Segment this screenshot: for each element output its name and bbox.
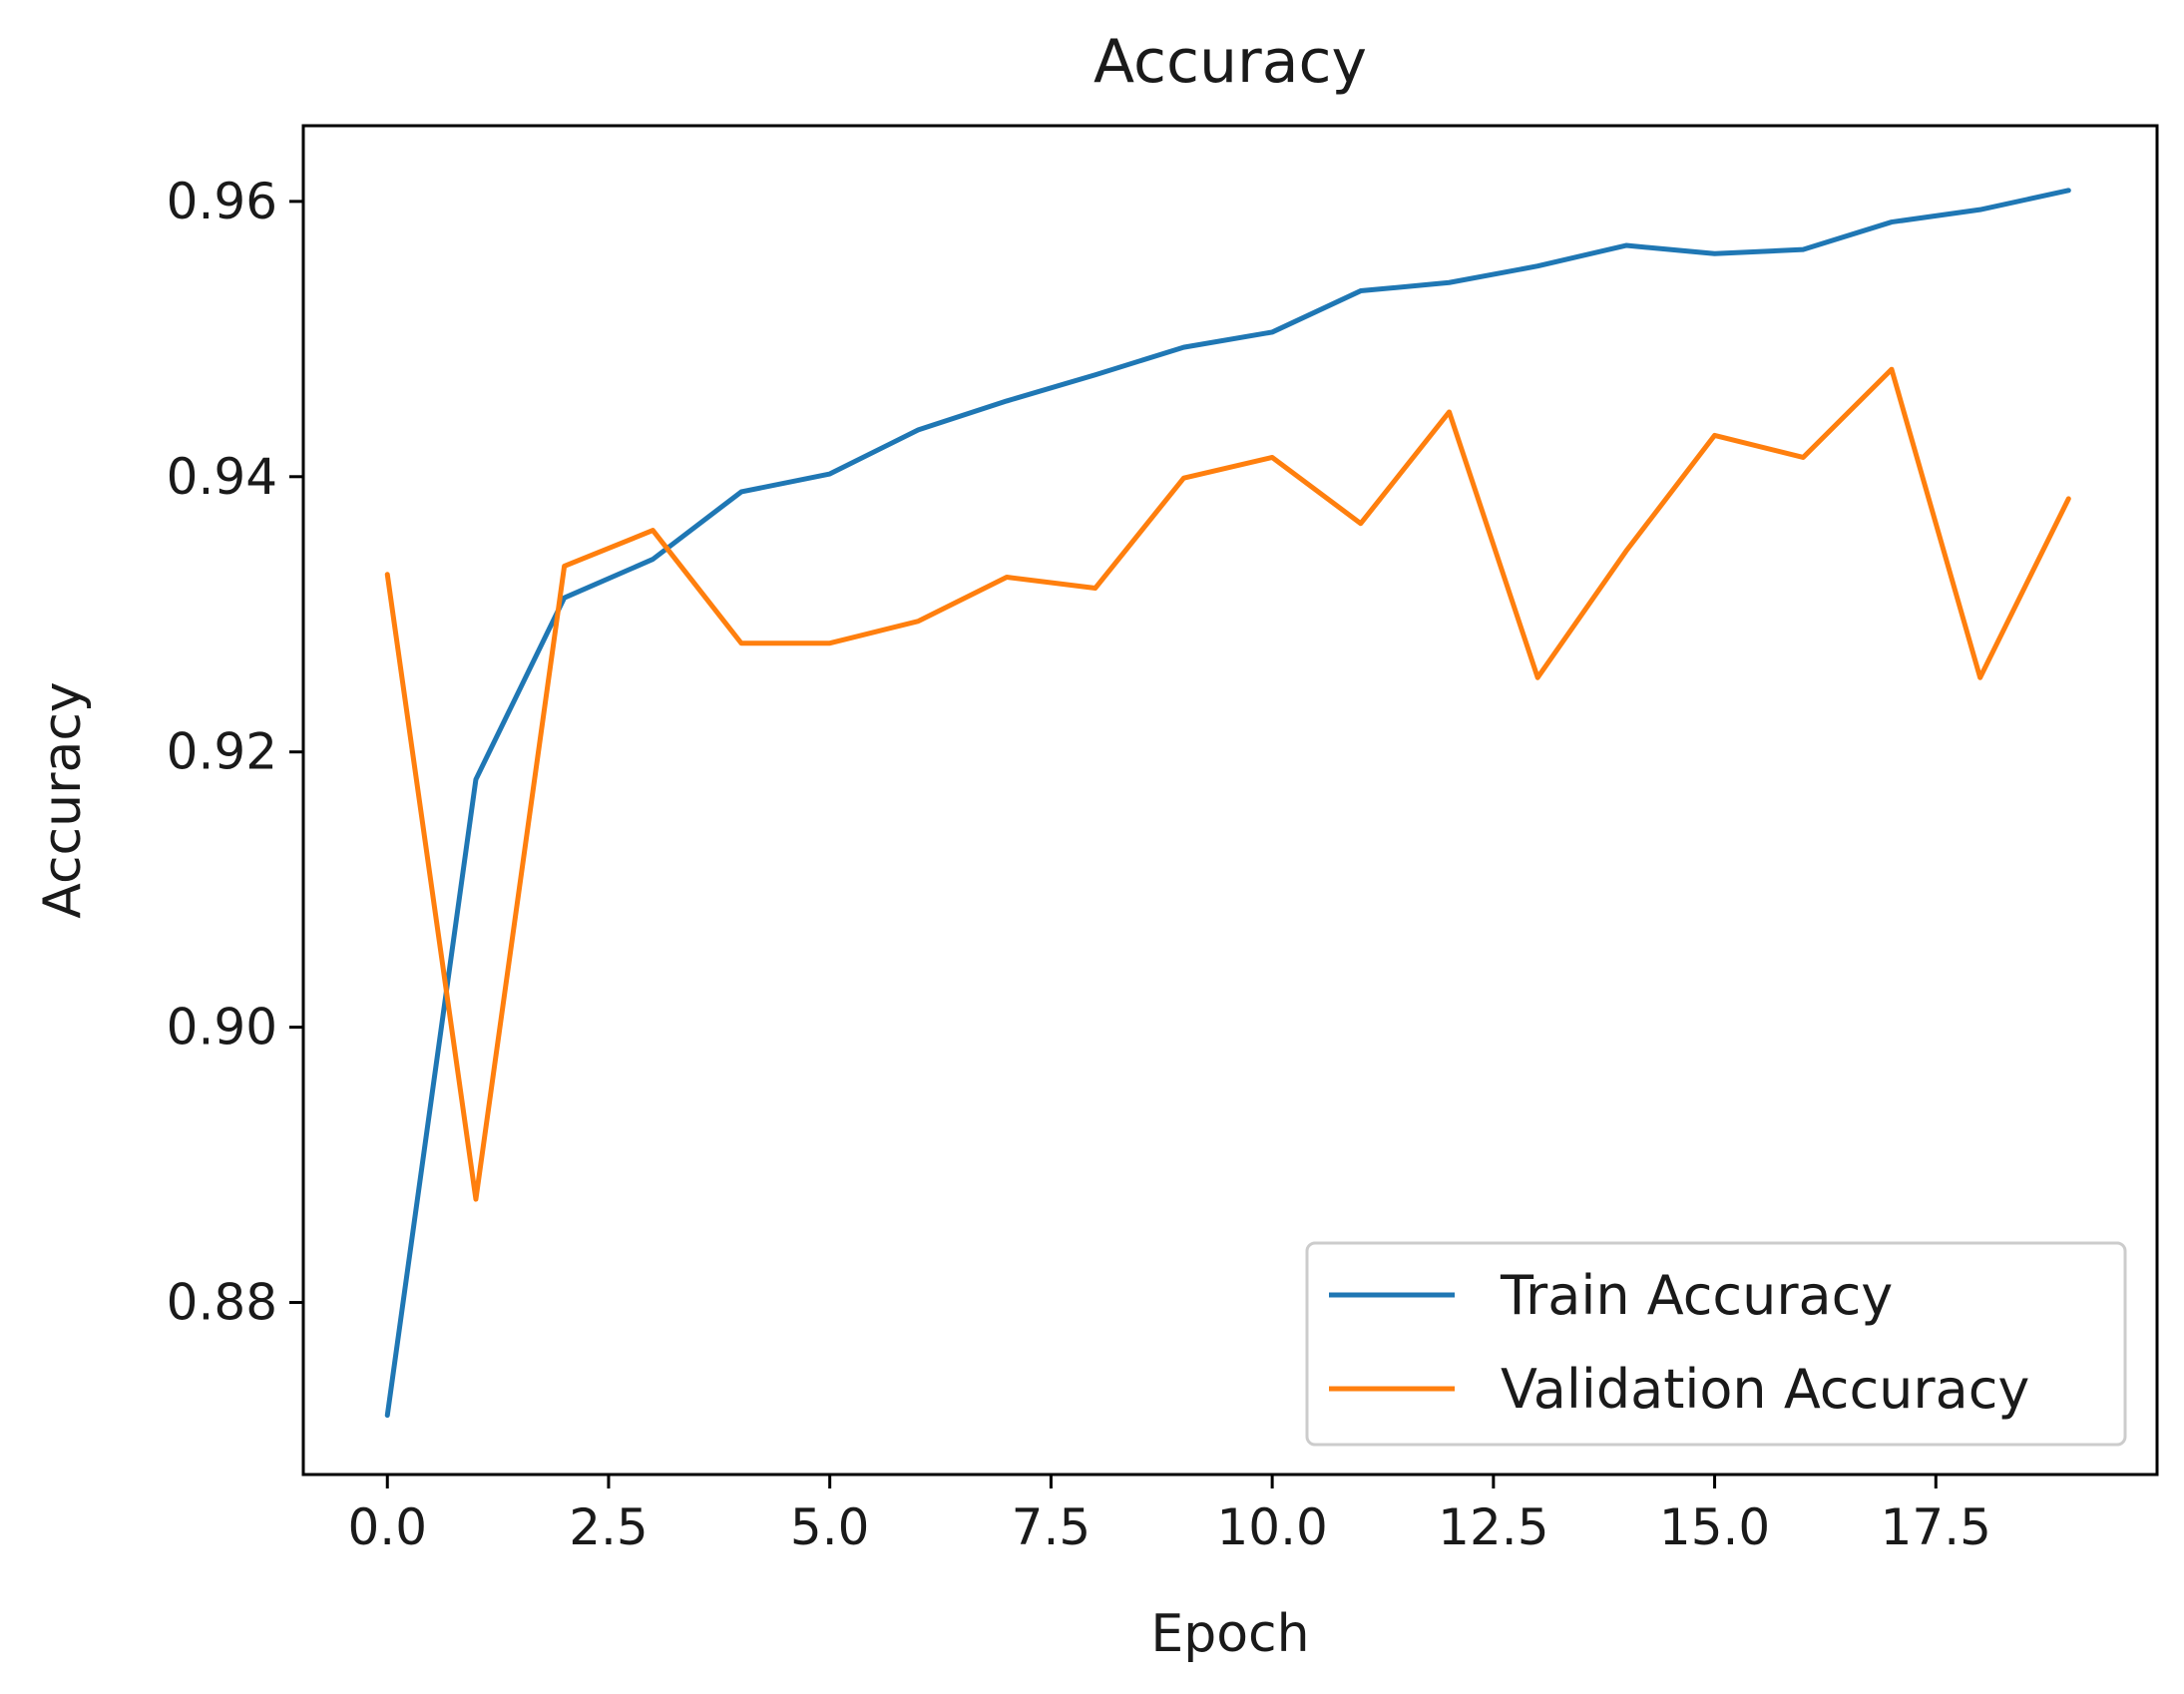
y-tick-label: 0.94	[167, 448, 277, 506]
x-tick-label: 12.5	[1438, 1498, 1548, 1556]
plot-frame	[301, 124, 2159, 1477]
x-axis-title: Epoch	[1150, 1604, 1309, 1664]
legend-label-train-accuracy: Train Accuracy	[1500, 1264, 1893, 1327]
x-tick-label: 17.5	[1881, 1498, 1991, 1556]
chart-title: Accuracy	[1093, 27, 1367, 97]
y-axis-title: Accuracy	[33, 681, 93, 918]
y-tick-label: 0.90	[167, 999, 277, 1057]
x-tick-label: 10.0	[1216, 1498, 1327, 1556]
x-axis-ticks: 0.0 2.5 5.0 7.5 10.0 12.5 15.0 17.5	[347, 1475, 1991, 1556]
x-tick-label: 2.5	[569, 1498, 649, 1556]
train-accuracy-line	[384, 188, 2071, 1419]
y-tick-label: 0.92	[167, 723, 277, 781]
validation-accuracy-line	[384, 366, 2071, 1202]
x-tick-label: 5.0	[790, 1498, 870, 1556]
y-axis-ticks: 0.88 0.90 0.92 0.94 0.96	[167, 173, 303, 1332]
legend-label-validation-accuracy: Validation Accuracy	[1501, 1358, 2029, 1421]
series-layer	[384, 188, 2071, 1419]
x-tick-label: 15.0	[1659, 1498, 1770, 1556]
legend: Train Accuracy Validation Accuracy	[1305, 1241, 2127, 1447]
x-tick-label: 7.5	[1012, 1498, 1092, 1556]
x-tick-label: 0.0	[347, 1498, 427, 1556]
y-tick-label: 0.96	[167, 173, 277, 230]
y-tick-label: 0.88	[167, 1274, 277, 1332]
legend-box	[1305, 1241, 2127, 1447]
